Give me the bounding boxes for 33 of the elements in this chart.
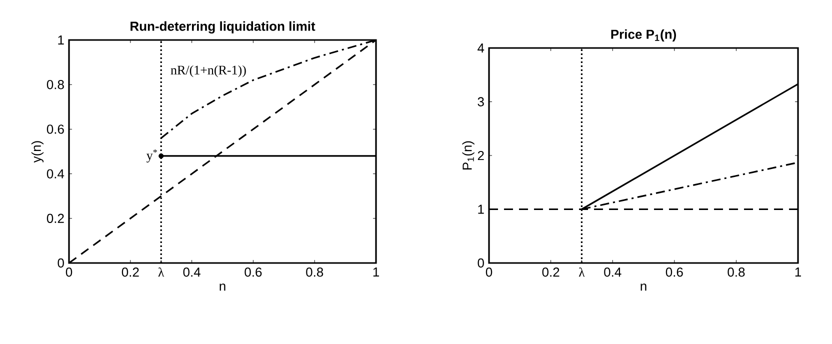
x-axis-title: n <box>220 284 226 291</box>
x-tick-label: 0.8 <box>306 268 324 277</box>
x-tick-label: 0.4 <box>604 268 622 277</box>
y-tick-label: 0 <box>58 258 64 268</box>
y-tick-label: 1 <box>58 36 64 44</box>
annotation: nR/(1+n(R-1)) <box>170 65 246 78</box>
x-tick-label: 1 <box>373 268 379 276</box>
x-tick-label: λ <box>578 268 585 277</box>
y-tick-label: 4 <box>478 44 484 52</box>
x-tick-label: 0.6 <box>244 268 262 277</box>
x-tick-label: 0.2 <box>122 268 139 277</box>
y-axis-title: P$_{1}$(n) <box>462 141 474 170</box>
chart-title: Run-deterring liquidation limit <box>130 21 316 34</box>
x-tick-label: 0.6 <box>666 268 683 277</box>
x-tick-label: 0.8 <box>728 268 745 277</box>
y-tick-label: 0.2 <box>46 214 64 223</box>
x-axis-title: n <box>640 284 646 291</box>
y-tick-label: 0 <box>478 258 484 268</box>
y-tick-label: 0.4 <box>46 169 64 178</box>
x-tick-label: 0 <box>486 268 492 277</box>
y-tick-label: 0.6 <box>46 124 64 134</box>
x-tick-label: 0.4 <box>183 268 200 277</box>
chart-title: Price P$_{1}$(n) <box>611 29 676 42</box>
annotation: y$^{*}$ <box>146 149 157 163</box>
y-tick-label: 3 <box>478 97 484 106</box>
y-axis-title: y(n) <box>31 141 44 163</box>
x-tick-label: 0 <box>66 268 72 277</box>
y-tick-label: 0.8 <box>46 80 64 90</box>
y-tick-label: 1 <box>478 204 484 214</box>
x-tick-label: 1 <box>795 268 801 276</box>
x-tick-label: λ <box>158 268 164 277</box>
x-tick-label: 0.2 <box>542 268 560 277</box>
y-tick-label: 2 <box>478 150 484 160</box>
